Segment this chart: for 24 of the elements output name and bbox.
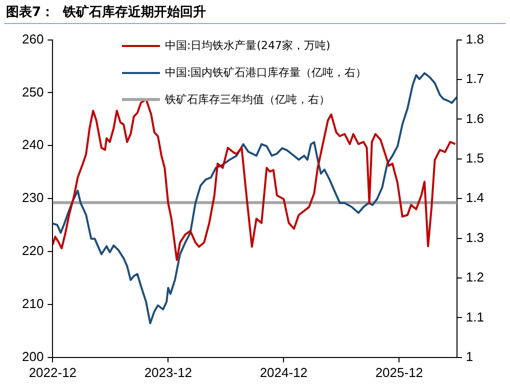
y2-tick-label: 1.6 — [466, 110, 484, 126]
legend-label: 铁矿石库存三年均值（亿吨，右） — [165, 92, 330, 107]
y2-tick-label: 1.5 — [466, 150, 484, 166]
y2-tick-label: 1.8 — [466, 31, 484, 46]
y2-tick-label: 1.7 — [466, 71, 484, 86]
y-tick-label: 210 — [22, 296, 44, 312]
x-tick-label: 2022-12 — [28, 364, 77, 380]
y2-tick-label: 1.1 — [466, 309, 484, 324]
y-tick-label: 230 — [22, 190, 44, 206]
y-tick-label: 250 — [22, 84, 44, 100]
y-tick-label: 200 — [22, 348, 44, 364]
x-tick-label: 2025-12 — [375, 364, 424, 380]
y-tick-label: 260 — [22, 31, 44, 46]
y-tick-label: 220 — [22, 243, 44, 258]
chart-title: 图表7： 铁矿石库存近期开始回升 — [6, 4, 206, 21]
legend-label: 中国:国内铁矿石港口库存量（亿吨，右） — [165, 65, 367, 80]
y2-tick-label: 1.3 — [466, 230, 484, 245]
y2-tick-label: 1 — [466, 348, 474, 364]
legend-label: 中国:日均铁水产量(247家，万吨) — [165, 38, 330, 53]
y-tick-label: 240 — [22, 137, 44, 152]
x-tick-label: 2024-12 — [260, 364, 308, 380]
y2-tick-label: 1.2 — [466, 270, 484, 285]
y2-tick-label: 1.4 — [466, 190, 484, 206]
x-tick-label: 2023-12 — [144, 364, 192, 380]
